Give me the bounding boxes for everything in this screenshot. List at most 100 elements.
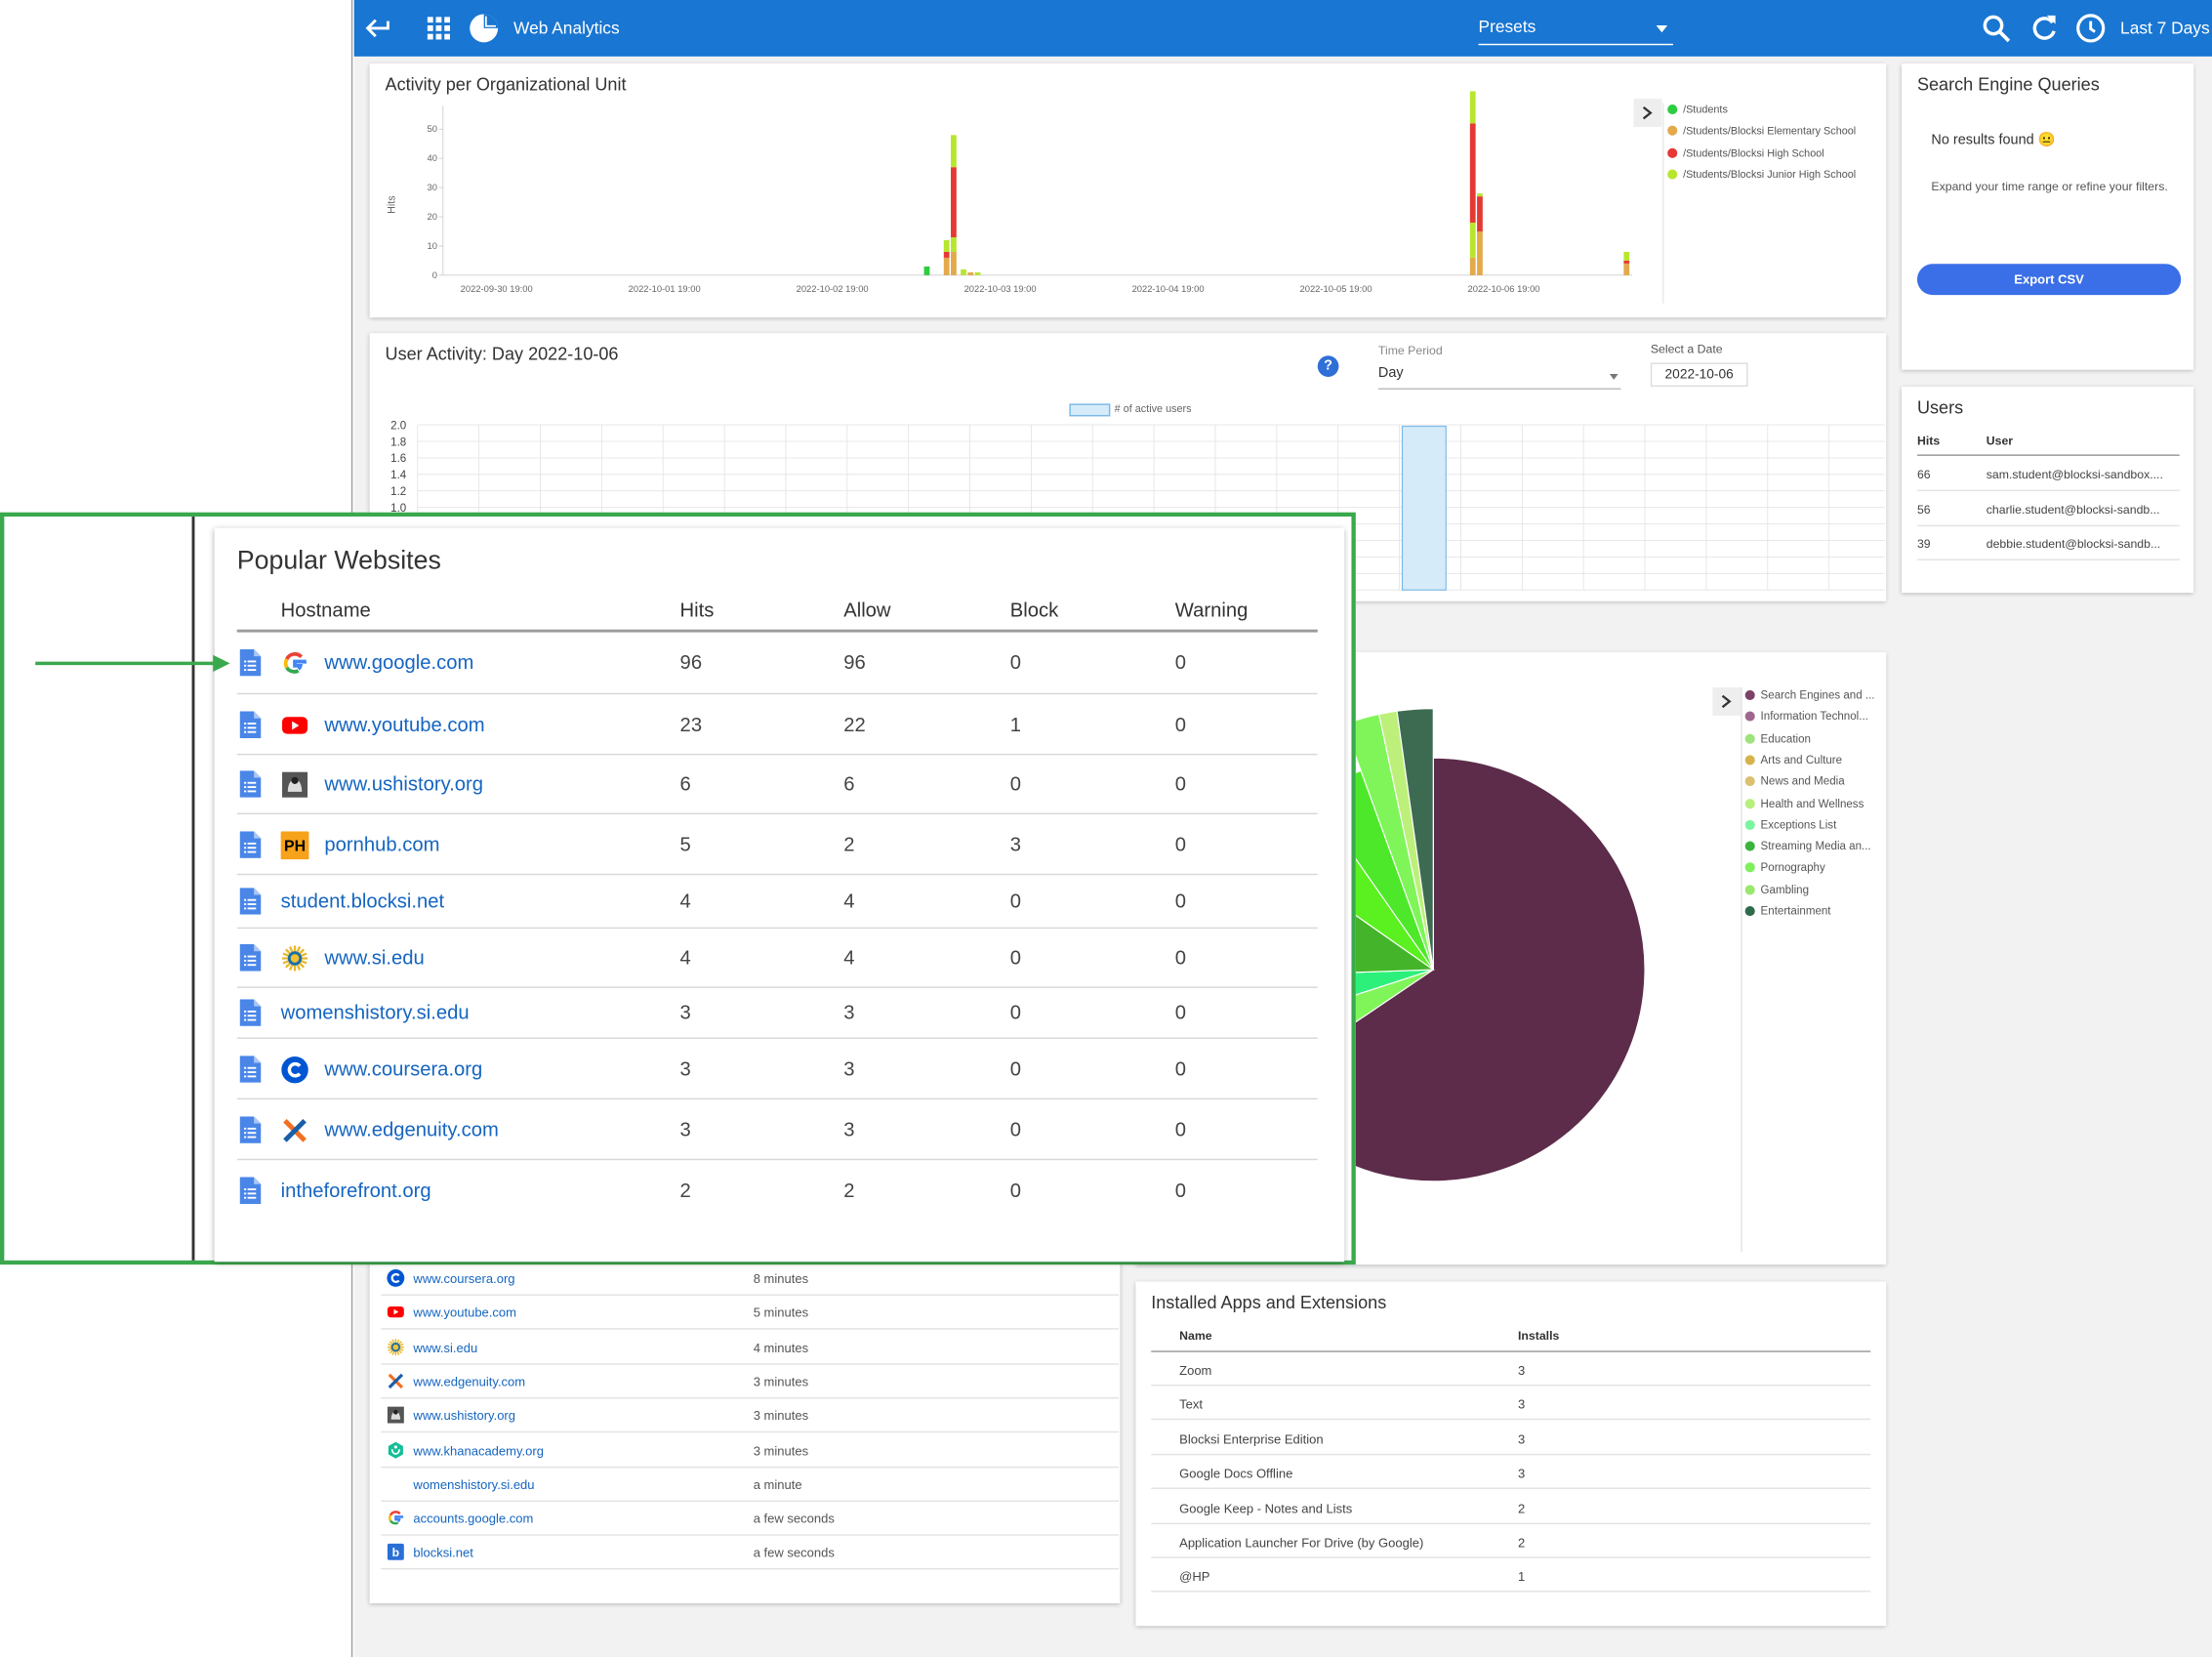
legend-item[interactable]: /Students (1667, 104, 1728, 116)
legend-item[interactable]: /Students/Blocksi High School (1667, 146, 1824, 159)
popular-website-row[interactable]: www.coursera.org 3 3 0 0 (236, 1037, 1318, 1098)
legend-item[interactable]: Health and Wellness (1744, 797, 1864, 809)
export-csv-button[interactable]: Export CSV (1916, 264, 2182, 296)
search-icon[interactable] (1980, 12, 2014, 46)
document-icon[interactable] (239, 1115, 262, 1143)
document-icon[interactable] (239, 1176, 262, 1204)
activity-bar-segment[interactable] (974, 271, 981, 275)
document-icon[interactable] (239, 1055, 262, 1082)
site-time-row[interactable]: www.coursera.org 8 minutes (381, 1262, 1120, 1296)
hostname-link[interactable]: www.edgenuity.com (324, 1117, 499, 1140)
activity-bar-segment[interactable] (1623, 251, 1630, 261)
time-period-select[interactable]: Day (1377, 361, 1621, 390)
header-hits[interactable]: Hits (679, 598, 715, 622)
site-link[interactable]: womenshistory.si.edu (413, 1477, 535, 1492)
activity-bar-segment[interactable] (951, 167, 957, 237)
legend-item[interactable]: Entertainment (1744, 905, 1831, 918)
legend-expand-button[interactable] (1712, 686, 1741, 716)
site-time-row[interactable]: www.ushistory.org 3 minutes (381, 1399, 1120, 1433)
app-row[interactable]: Blocksi Enterprise Edition 3 (1151, 1421, 1871, 1456)
document-icon[interactable] (239, 770, 262, 798)
back-arrow-icon[interactable] (360, 12, 394, 46)
hostname-link[interactable]: intheforefront.org (280, 1178, 431, 1201)
activity-bar-segment[interactable] (1469, 123, 1476, 224)
apps-grid-icon[interactable] (422, 12, 456, 46)
app-row[interactable]: Application Launcher For Drive (by Googl… (1151, 1524, 1871, 1558)
activity-bar-segment[interactable] (1623, 260, 1630, 264)
hostname-link[interactable]: pornhub.com (324, 832, 440, 855)
app-row[interactable]: Text 3 (1151, 1387, 1871, 1421)
activity-bar-segment[interactable] (1477, 193, 1483, 197)
activity-bar-segment[interactable] (967, 271, 974, 275)
document-icon[interactable] (239, 648, 262, 676)
popular-website-row[interactable]: www.si.edu 4 4 0 0 (236, 927, 1318, 987)
document-icon[interactable] (239, 830, 262, 858)
legend-item[interactable]: Exceptions List (1744, 818, 1836, 831)
legend-item[interactable]: News and Media (1744, 775, 1845, 788)
site-time-row[interactable]: www.si.edu 4 minutes (381, 1331, 1120, 1365)
header-allow[interactable]: Allow (843, 598, 891, 622)
site-link[interactable]: www.coursera.org (413, 1271, 515, 1286)
hostname-link[interactable]: student.blocksi.net (280, 889, 445, 912)
activity-bar-segment[interactable] (943, 239, 950, 252)
activity-bar-segment[interactable] (951, 236, 957, 252)
app-row[interactable]: Google Docs Offline 3 (1151, 1456, 1871, 1490)
site-time-row[interactable]: b blocksi.net a few seconds (381, 1536, 1120, 1570)
site-link[interactable]: blocksi.net (413, 1546, 473, 1560)
activity-bar-segment[interactable] (951, 135, 957, 168)
legend-item[interactable]: Streaming Media an... (1744, 840, 1871, 852)
legend-item[interactable]: Information Technol... (1744, 711, 1868, 724)
hostname-link[interactable]: www.google.com (324, 649, 474, 673)
activity-bar-segment[interactable] (1469, 223, 1476, 258)
site-time-row[interactable]: accounts.google.com a few seconds (381, 1502, 1120, 1536)
site-time-row[interactable]: www.khanacademy.org 3 minutes (381, 1433, 1120, 1468)
hostname-link[interactable]: www.ushistory.org (324, 771, 484, 795)
legend-item[interactable]: Education (1744, 732, 1811, 745)
user-row[interactable]: 56 charlie.student@blocksi-sandb... (1916, 492, 2180, 526)
legend-item[interactable]: /Students/Blocksi Elementary School (1667, 125, 1856, 138)
activity-bar-segment[interactable] (943, 257, 950, 275)
activity-bar-segment[interactable] (961, 269, 966, 275)
activity-bar-segment[interactable] (1469, 257, 1476, 275)
refresh-icon[interactable] (2028, 12, 2062, 46)
site-link[interactable]: www.edgenuity.com (413, 1374, 526, 1389)
date-input[interactable]: 2022-10-06 (1650, 362, 1748, 388)
popular-website-row[interactable]: www.google.com 96 96 0 0 (237, 633, 1318, 693)
popular-website-row[interactable]: www.ushistory.org 6 6 0 0 (236, 753, 1318, 813)
activity-bar-segment[interactable] (1623, 263, 1630, 275)
document-icon[interactable] (239, 944, 262, 972)
legend-item[interactable]: Pornography (1744, 861, 1825, 874)
legend-item[interactable]: /Students/Blocksi Junior High School (1667, 168, 1856, 181)
user-row[interactable]: 39 debbie.student@blocksi-sandb... (1916, 526, 2180, 560)
app-row[interactable]: Google Keep - Notes and Lists 2 (1151, 1490, 1871, 1524)
activity-bar-segment[interactable] (1477, 231, 1483, 275)
legend-item[interactable]: Search Engines and ... (1744, 688, 1875, 701)
activity-bar-segment[interactable] (923, 266, 930, 275)
popular-website-row[interactable]: PH pornhub.com 5 2 3 0 (236, 812, 1318, 874)
site-link[interactable]: www.ushistory.org (413, 1408, 515, 1424)
sunburst-slice[interactable] (1396, 708, 1434, 971)
popular-website-row[interactable]: student.blocksi.net 4 4 0 0 (236, 873, 1318, 928)
app-row[interactable]: @HP 1 (1151, 1558, 1871, 1594)
activity-bar-segment[interactable] (943, 251, 950, 258)
hostname-link[interactable]: www.coursera.org (324, 1056, 483, 1080)
header-block[interactable]: Block (1009, 598, 1059, 622)
site-time-row[interactable]: www.edgenuity.com 3 minutes (381, 1365, 1120, 1399)
popular-website-row[interactable]: www.edgenuity.com 3 3 0 0 (236, 1098, 1318, 1159)
header-warning[interactable]: Warning (1174, 598, 1249, 622)
hostname-link[interactable]: www.si.edu (324, 945, 425, 969)
activity-bar-segment[interactable] (1477, 196, 1483, 232)
activity-bar-segment[interactable] (1469, 91, 1476, 124)
hostname-link[interactable]: womenshistory.si.edu (280, 1000, 470, 1023)
presets-select[interactable]: Presets (1478, 10, 1673, 46)
legend-item[interactable]: Arts and Culture (1744, 754, 1842, 766)
popular-website-row[interactable]: womenshistory.si.edu 3 3 0 0 (236, 986, 1318, 1037)
help-icon[interactable]: ? (1317, 355, 1339, 377)
site-link[interactable]: accounts.google.com (413, 1512, 534, 1526)
activity-bar-segment[interactable] (951, 251, 957, 275)
site-time-row[interactable]: www.youtube.com 5 minutes (381, 1296, 1120, 1331)
legend-expand-button[interactable] (1633, 99, 1662, 128)
legend-item[interactable]: Gambling (1744, 883, 1809, 895)
site-link[interactable]: www.khanacademy.org (413, 1443, 544, 1458)
clock-icon[interactable] (2073, 12, 2108, 46)
